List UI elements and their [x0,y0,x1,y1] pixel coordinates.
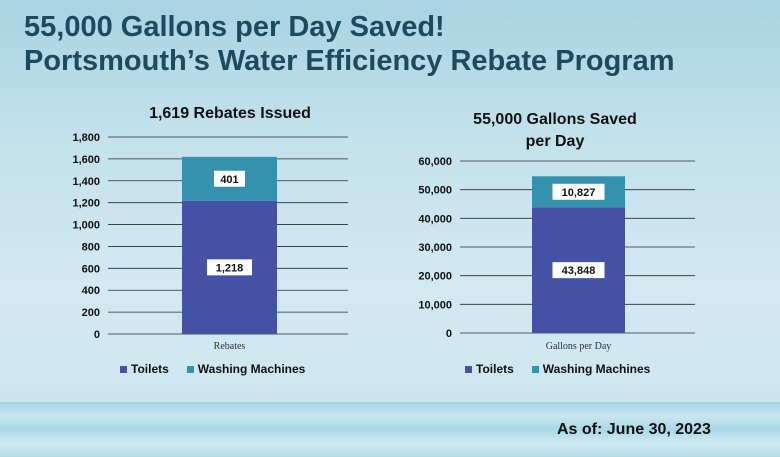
title-line-1: 55,000 Gallons per Day Saved! [24,11,445,43]
legend-rebates: Toilets Washing Machines [120,362,323,376]
data-label-box-gallons-0 [552,262,605,279]
x-category-label-rebates: Rebates [214,341,246,352]
legend-swatch-washing-machines [186,365,194,373]
y-tick-label-rebates-3: 600 [82,263,100,275]
chart-title-rebates: 1,619 Rebates Issued [149,105,311,122]
legend-item-toilets: Toilets [465,362,514,376]
x-category-label-gallons: Gallons per Day [546,341,612,352]
chart-title-gallons: 55,000 Gallons Saved per Day [400,109,710,153]
y-tick-label-rebates-7: 1,400 [72,176,100,188]
data-label-rebates-0: 1,218 [216,262,244,274]
y-tick-label-gallons-3: 30,000 [418,242,452,254]
legend-item-washing-machines: Washing Machines [531,362,651,376]
data-label-gallons-1: 10,827 [562,187,596,199]
legend-swatch-washing-machines [531,365,539,373]
y-tick-label-rebates-8: 1,600 [72,154,100,166]
legend-label-washing-machines: Washing Machines [542,362,651,376]
y-tick-label-rebates-1: 200 [82,307,100,319]
legend-swatch-toilets [465,365,472,373]
y-tick-label-gallons-4: 40,000 [418,213,452,225]
page-title: 55,000 Gallons per Day Saved! Portsmouth… [24,10,675,78]
data-label-box-gallons-1 [552,183,605,200]
as-of-date: As of: June 30, 2023 [557,421,711,438]
y-tick-label-rebates-5: 1,000 [72,220,100,232]
y-tick-label-rebates-6: 1,200 [72,198,100,210]
y-tick-label-gallons-6: 60,000 [418,156,452,168]
y-tick-label-gallons-1: 10,000 [418,299,452,311]
data-label-rebates-1: 401 [220,174,238,186]
y-tick-label-rebates-9: 1,800 [72,132,100,144]
chart-title-gallons-line-1: 55,000 Gallons Saved [473,111,637,128]
legend-label-toilets: Toilets [131,362,169,376]
legend-label-toilets: Toilets [476,362,514,376]
data-label-box-rebates-1 [214,170,245,187]
y-tick-label-gallons-2: 20,000 [418,271,452,283]
data-label-box-rebates-0 [207,259,252,276]
y-tick-label-gallons-5: 50,000 [418,185,452,197]
chart-title-gallons-line-2: per Day [525,133,585,150]
y-tick-label-rebates-0: 0 [94,329,100,341]
data-label-gallons-0: 43,848 [562,265,596,277]
legend-item-toilets: Toilets [120,362,169,376]
legend-gallons: Toilets Washing Machines [465,362,668,376]
water-strip [0,402,780,457]
y-tick-label-rebates-4: 800 [82,241,100,253]
legend-swatch-toilets [120,365,127,373]
legend-label-washing-machines: Washing Machines [197,362,306,376]
legend-item-washing-machines: Washing Machines [186,362,306,376]
y-tick-label-rebates-2: 400 [82,285,100,297]
title-line-2: Portsmouth’s Water Efficiency Rebate Pro… [24,45,675,77]
y-tick-label-gallons-0: 0 [446,328,452,340]
